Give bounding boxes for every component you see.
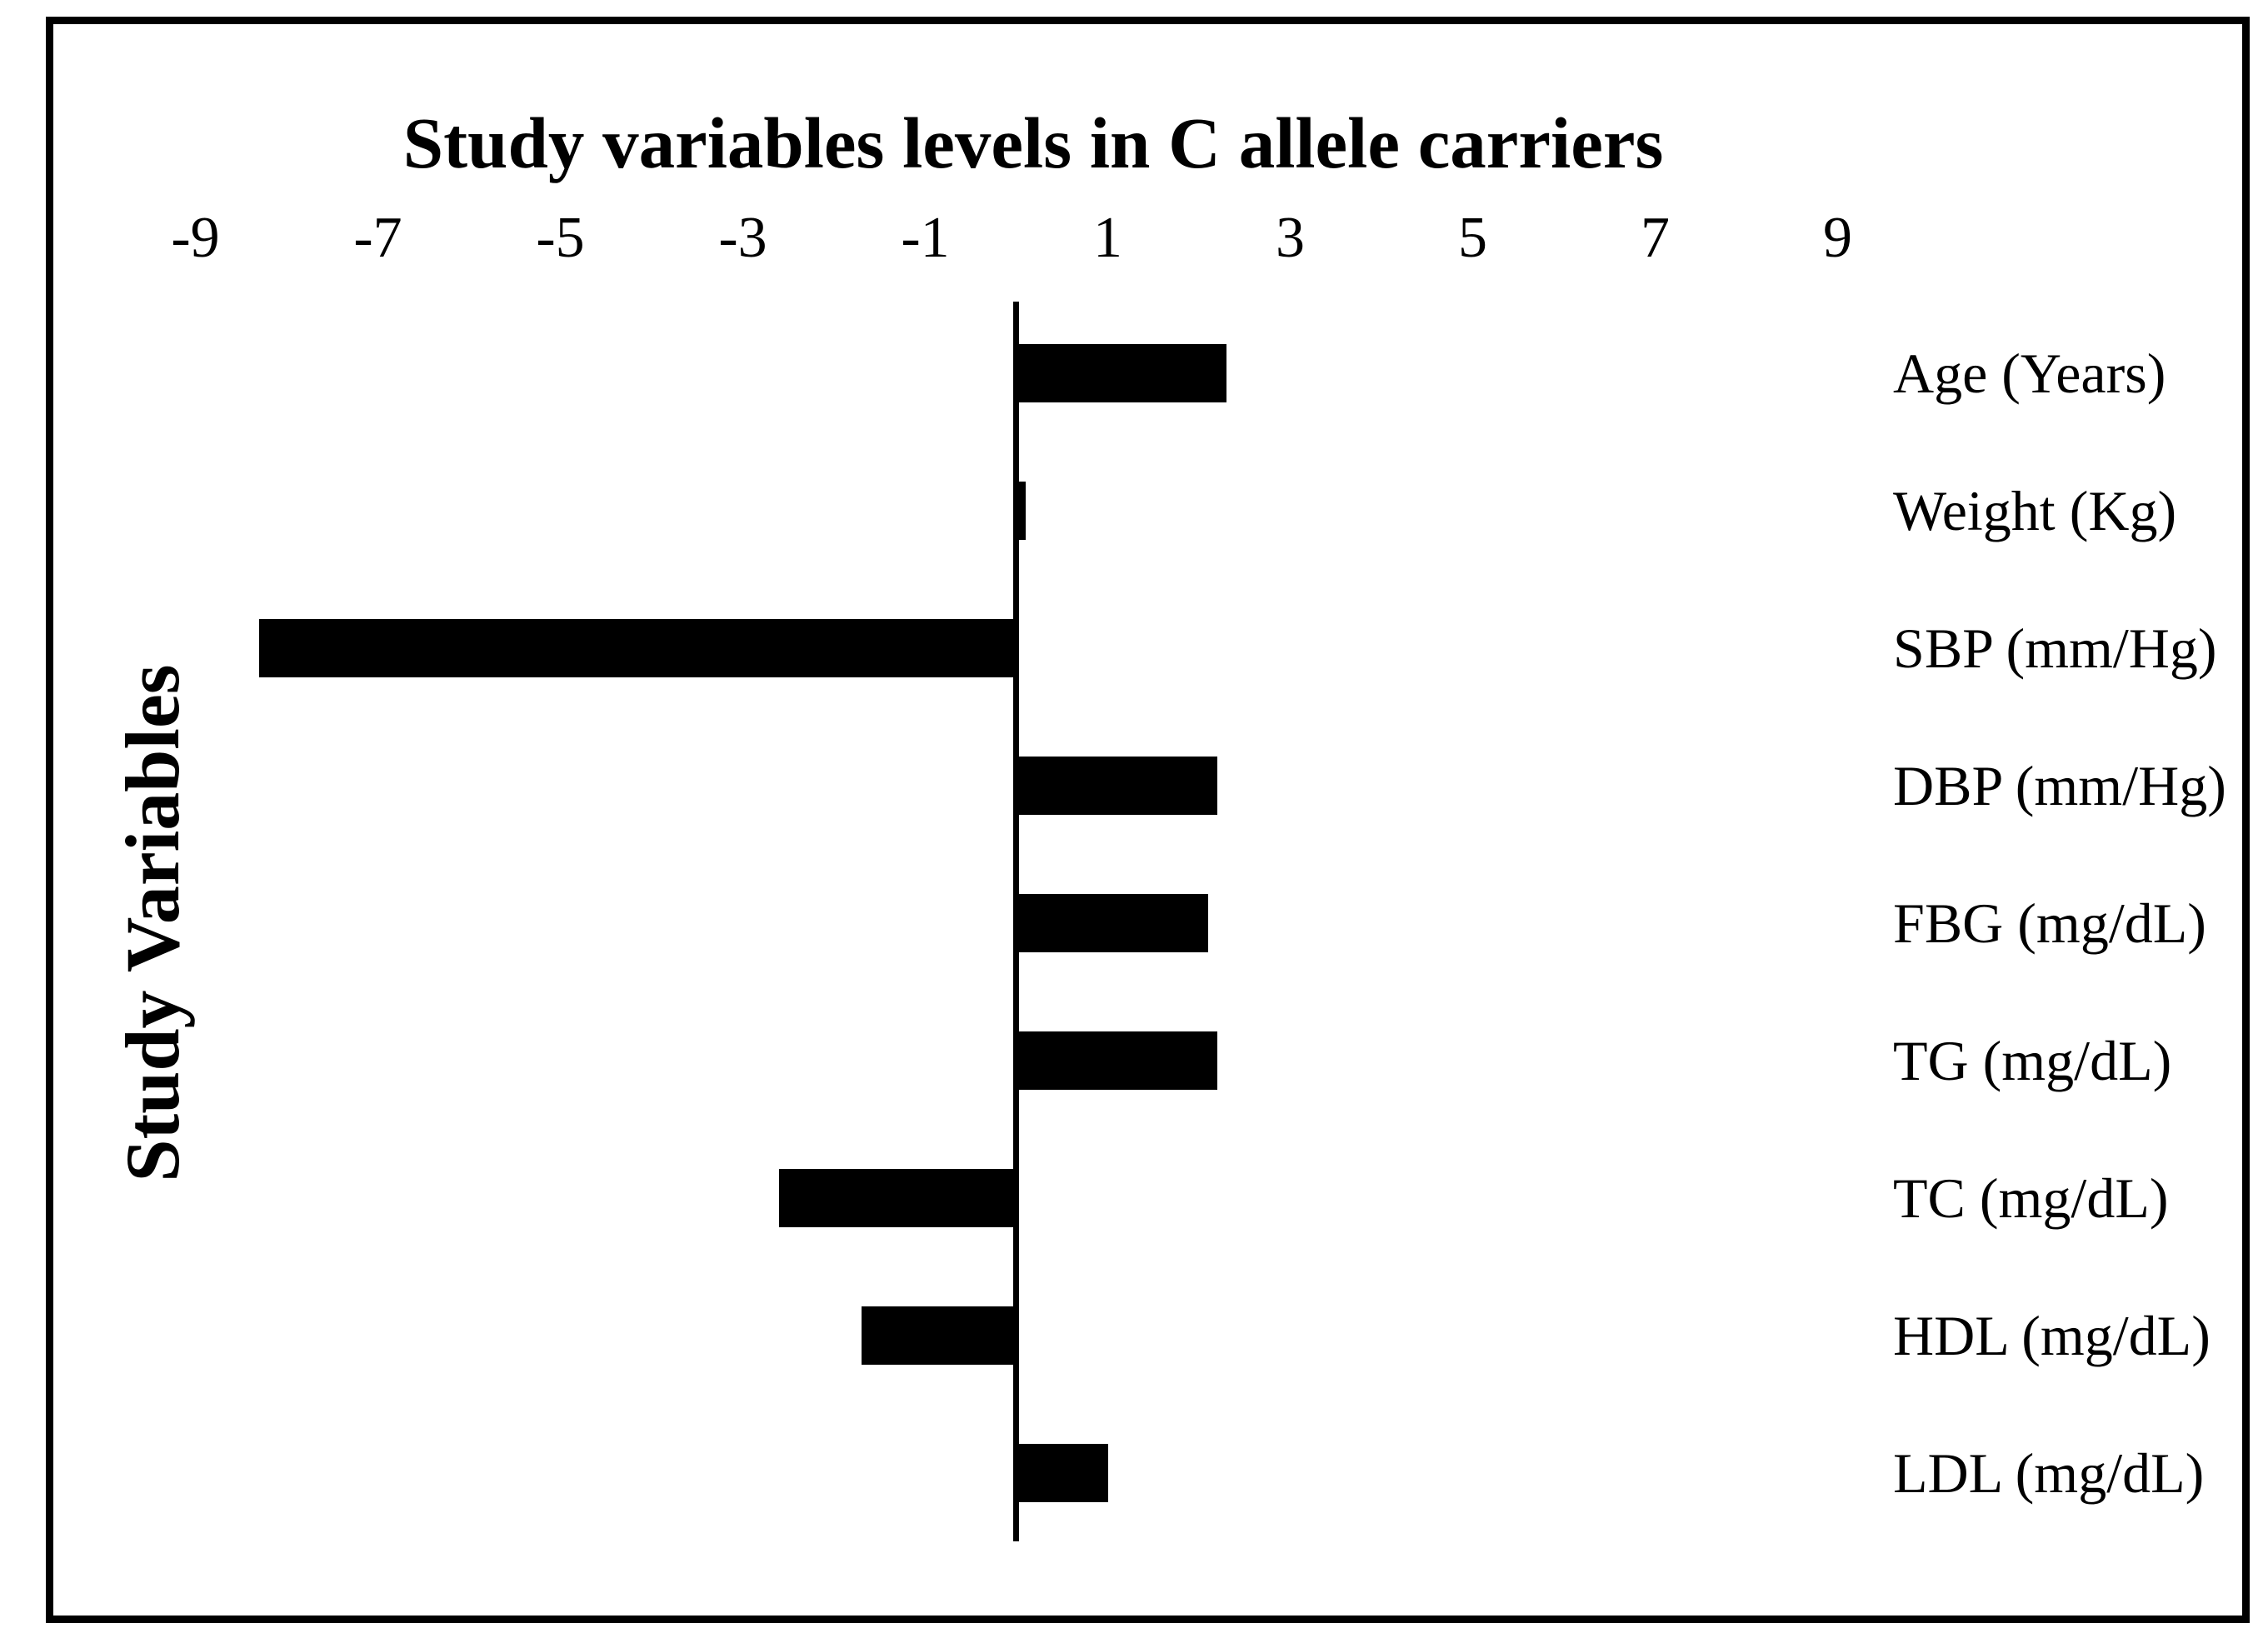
y-axis-label: Study Variables: [110, 664, 195, 1182]
chart-outer-border: [46, 17, 2250, 1623]
x-tick-label: -3: [718, 206, 767, 270]
bar-ldl-mg-dl: [1017, 1443, 1108, 1502]
bar-hdl-mg-dl: [861, 1306, 1017, 1365]
x-tick-label: 5: [1458, 206, 1487, 270]
category-label-age-years: Age (Years): [1893, 341, 2166, 405]
category-label-sbp-mm-hg: SBP (mm/Hg): [1893, 616, 2217, 680]
x-tick-label: -9: [171, 206, 220, 270]
x-tick-label: 9: [1823, 206, 1852, 270]
x-tick-label: -7: [353, 206, 402, 270]
category-label-weight-kg: Weight (Kg): [1893, 478, 2177, 542]
zero-axis-line: [1013, 302, 1019, 1541]
bar-weight-kg: [1017, 481, 1026, 540]
category-label-tc-mg-dl: TC (mg/dL): [1893, 1166, 2169, 1230]
x-tick-label: -5: [536, 206, 585, 270]
bar-fbg-mg-dl: [1017, 893, 1208, 952]
category-label-ldl-mg-dl: LDL (mg/dL): [1893, 1441, 2205, 1505]
bar-tc-mg-dl: [779, 1168, 1017, 1227]
category-label-fbg-mg-dl: FBG (mg/dL): [1893, 891, 2206, 955]
x-tick-label: 7: [1641, 206, 1670, 270]
chart-title: Study variables levels in C allele carri…: [402, 102, 1664, 183]
category-label-tg-mg-dl: TG (mg/dL): [1893, 1028, 2172, 1092]
bar-dbp-mm-hg: [1017, 756, 1217, 815]
bar-tg-mg-dl: [1017, 1031, 1217, 1090]
bar-sbp-mm-hg: [259, 618, 1017, 677]
x-tick-label: 3: [1276, 206, 1305, 270]
category-label-dbp-mm-hg: DBP (mm/Hg): [1893, 753, 2226, 817]
category-label-hdl-mg-dl: HDL (mg/dL): [1893, 1303, 2211, 1367]
bar-age-years: [1017, 343, 1226, 402]
x-tick-label: -1: [901, 206, 950, 270]
x-tick-label: 1: [1093, 206, 1122, 270]
